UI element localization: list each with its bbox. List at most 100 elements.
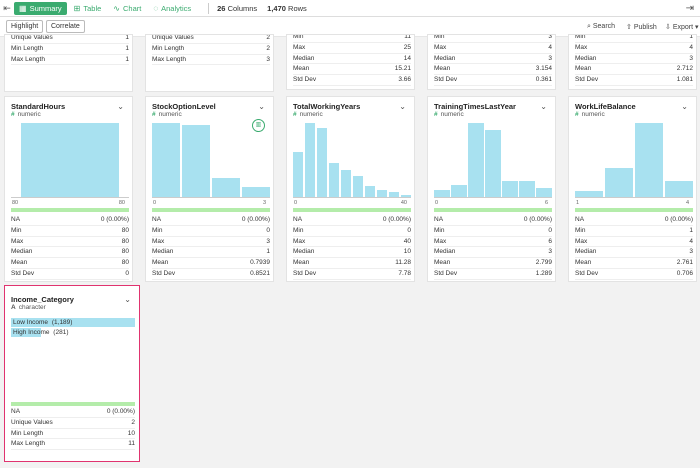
stat-row: Unique Values 1	[11, 35, 129, 44]
stat-label: Std Dev	[575, 76, 599, 84]
chevron-down-icon[interactable]: ⌄	[258, 102, 265, 111]
histogram-bar[interactable]	[575, 191, 604, 197]
stat-value: 2.799	[535, 259, 552, 267]
stat-row: Min 1	[575, 226, 693, 237]
histogram-bar[interactable]	[181, 125, 211, 197]
correlate-button[interactable]: Correlate	[46, 20, 85, 33]
completeness-bar	[11, 402, 135, 406]
column-card-totalworkingyears[interactable]: TotalWorkingYears # numeric ⌄ 0 40 NA 0 (0.00%)…	[286, 96, 415, 282]
histogram-bar[interactable]	[519, 180, 535, 197]
stats-list: NA 0 (0.00%) Min 1 Max 4 Median 3 Mean 2.761 Std D…	[575, 215, 693, 280]
histogram-bar[interactable]	[21, 123, 119, 197]
column-card-worklifebalance[interactable]: WorkLifeBalance # numeric ⌄ 1 4 NA 0 (0.00%) Min…	[568, 96, 697, 282]
histogram-baseline	[434, 197, 552, 198]
highlight-button[interactable]: Highlight	[6, 20, 44, 33]
category-bar[interactable]: High Income (281)	[11, 328, 135, 337]
histogram-bar[interactable]	[352, 175, 364, 197]
upload-icon: ⇧	[626, 24, 632, 31]
stat-row: Max 25	[293, 43, 411, 54]
histogram-bar[interactable]	[211, 177, 241, 197]
axis-min-label: 0	[435, 200, 439, 206]
histogram-baseline	[152, 197, 270, 198]
stat-label: Min	[434, 226, 445, 234]
collapse-left-icon[interactable]: ⇤	[3, 2, 11, 13]
numeric-type-icon: #	[434, 111, 438, 118]
histogram-bar[interactable]	[400, 194, 411, 197]
tab-analytics[interactable]: ◌ Analytics	[148, 2, 196, 15]
stat-value: 6	[548, 237, 552, 245]
type-label: numeric	[17, 111, 41, 118]
publish-button[interactable]: ⇧ Publish	[626, 24, 657, 31]
histogram-bar[interactable]	[376, 189, 388, 197]
tab-summary[interactable]: ▦ Summary	[14, 1, 67, 15]
stat-row: Median 3	[434, 247, 552, 259]
stat-value: 0 (0.00%)	[241, 216, 270, 223]
chevron-down-icon[interactable]: ⌄	[399, 102, 406, 111]
column-title: TotalWorkingYears	[293, 102, 361, 111]
download-icon: ⇩	[665, 24, 671, 31]
histogram-bar[interactable]	[536, 188, 552, 197]
stat-label: Min	[152, 226, 163, 234]
rows-count: 1,470 Rows	[267, 3, 307, 13]
histogram-bar[interactable]	[451, 185, 467, 197]
stat-row: Median 80	[11, 247, 129, 259]
stat-value: 40	[403, 237, 411, 245]
stat-value: 1.081	[676, 76, 693, 84]
chevron-down-icon[interactable]: ⌄	[681, 102, 688, 111]
stat-label: Median	[575, 54, 597, 62]
histogram-bar[interactable]	[434, 189, 450, 197]
stat-label: Median	[575, 248, 597, 256]
histogram-bar[interactable]	[364, 185, 376, 197]
stat-label: Max	[575, 43, 588, 51]
stat-label: Max	[434, 43, 447, 51]
export-button[interactable]: ⇩ Export ▾	[665, 24, 699, 31]
histogram-bar[interactable]	[340, 169, 352, 197]
chevron-down-icon[interactable]: ⌄	[117, 102, 124, 111]
column-card-stockoptionlevel[interactable]: StockOptionLevel # numeric ⌄ ▥ 0 3 NA 0 (0.00%) M…	[145, 96, 274, 282]
histogram-bar[interactable]	[664, 180, 693, 197]
stat-label: Median	[434, 248, 456, 256]
histogram-bar[interactable]	[468, 123, 484, 197]
chevron-down-icon[interactable]: ⌄	[540, 102, 547, 111]
category-label: Low Income	[13, 319, 49, 326]
column-type: # numeric	[293, 111, 323, 118]
histogram-bar[interactable]	[293, 151, 304, 197]
histogram-bar[interactable]	[485, 130, 501, 197]
stat-value: 11	[404, 34, 411, 40]
histogram-bar[interactable]	[604, 168, 634, 197]
stats-list: Min 1 Max 4 Median 3 Mean 2.712 Std Dev 1.081	[575, 35, 693, 86]
stat-value: 3.154	[535, 65, 552, 73]
stat-label: Mean	[152, 259, 169, 267]
histogram-bar[interactable]	[241, 186, 270, 197]
stat-label: NA	[11, 408, 21, 415]
column-card-standardhours[interactable]: StandardHours # numeric ⌄ 80 80 NA 0 (0.00%) Min…	[4, 96, 133, 282]
tab-table[interactable]: ⊞ Table	[69, 2, 107, 15]
histogram-bar[interactable]	[388, 191, 400, 197]
search-button[interactable]: ⌕ Search	[587, 23, 616, 30]
histogram-bar[interactable]	[634, 123, 664, 197]
stat-label: Min	[434, 34, 445, 40]
chevron-down-icon[interactable]: ⌄	[124, 295, 131, 304]
histogram-bar[interactable]	[316, 128, 328, 197]
axis-max-label: 40	[400, 200, 407, 206]
stat-value: 3	[689, 54, 693, 62]
stat-label: Min Length	[11, 429, 44, 437]
category-bar[interactable]: Low Income (1,189)	[11, 318, 135, 327]
stat-row: Min 0	[152, 226, 270, 237]
stat-row: Min 11	[293, 34, 411, 43]
column-card-trainingtimeslastyear[interactable]: TrainingTimesLastYear # numeric ⌄ 0 6 NA 0 (0.0…	[427, 96, 556, 282]
expand-right-icon[interactable]: ⇥	[685, 3, 694, 14]
stat-row: Max 6	[434, 237, 552, 248]
histogram-bar[interactable]	[502, 180, 518, 197]
open-chart-icon[interactable]: ▥	[252, 119, 265, 132]
stat-value: 3	[548, 34, 552, 40]
column-type: # numeric	[152, 111, 182, 118]
stat-label: Mean	[293, 259, 310, 267]
histogram-bar[interactable]	[304, 123, 316, 197]
histogram-bar[interactable]	[328, 162, 340, 197]
tab-chart[interactable]: ∿ Chart	[108, 2, 146, 15]
histogram-bar[interactable]	[152, 123, 181, 197]
stat-label: Mean	[434, 259, 451, 267]
columns-count: 26 Columns	[217, 3, 258, 13]
